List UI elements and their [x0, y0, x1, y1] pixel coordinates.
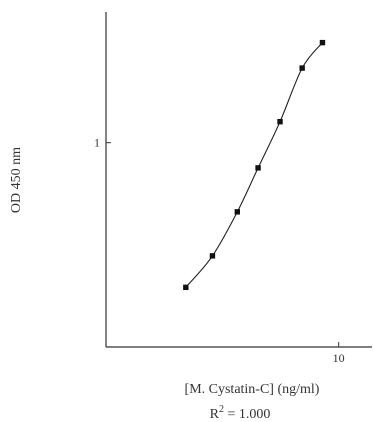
x-tick-label: 10: [333, 351, 345, 365]
y-tick-label: 1: [94, 136, 100, 150]
series-line: [185, 42, 323, 288]
data-point: [209, 253, 216, 259]
x-axis-title: [M. Cystatin-C] (ng/ml): [185, 382, 320, 397]
r-squared-letter: R: [210, 407, 220, 422]
plot-area: [183, 39, 326, 291]
axes: [105, 12, 372, 348]
data-point: [234, 209, 240, 215]
r-squared-superscript: 2: [219, 404, 224, 415]
y-axis-title: OD 450 nm: [9, 147, 24, 213]
r-squared-annotation: R2 = 1.000: [210, 404, 271, 422]
data-point: [183, 284, 189, 291]
ticks: 10 1: [94, 136, 345, 365]
r-squared-value: = 1.000: [224, 407, 270, 422]
data-point: [255, 165, 261, 171]
data-point: [299, 65, 305, 71]
data-point: [319, 39, 326, 46]
data-point: [277, 118, 283, 125]
